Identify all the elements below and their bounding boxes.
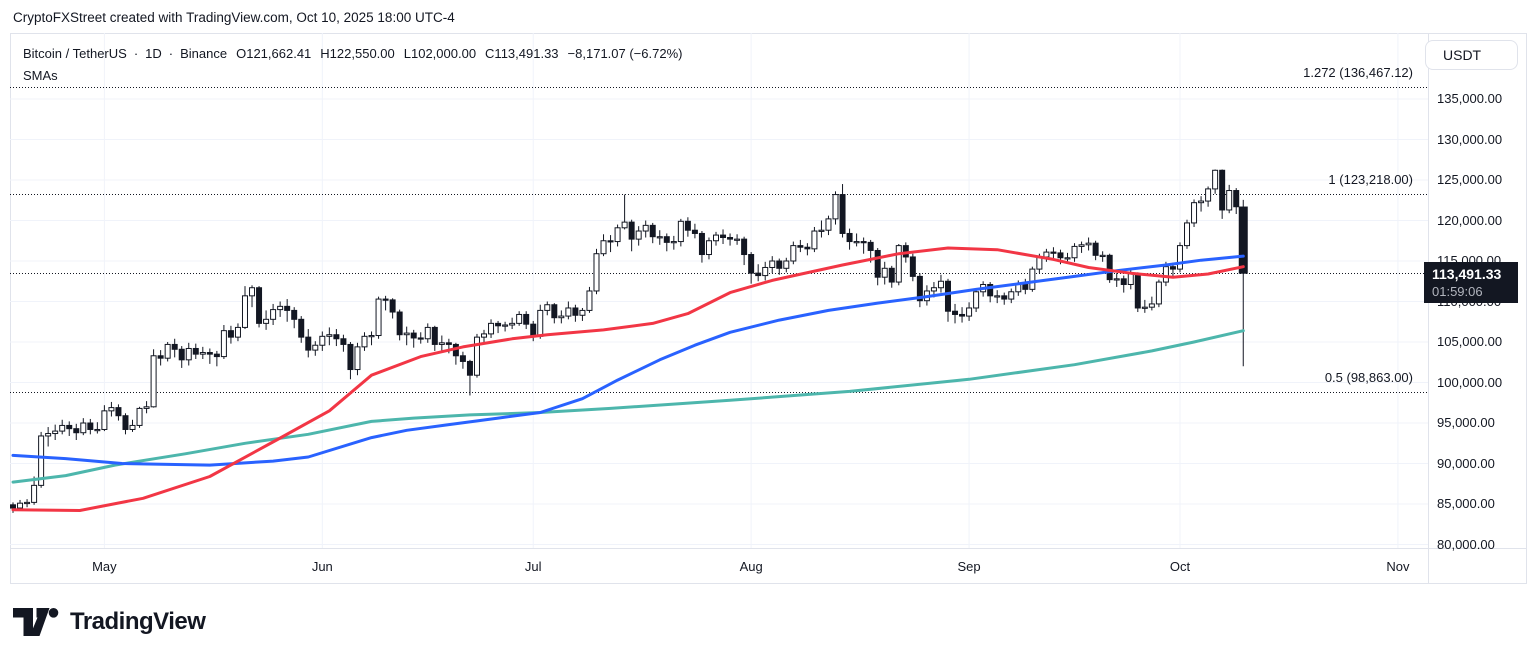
symbol-legend-row[interactable]: Bitcoin / TetherUS · 1D · Binance O121,6… <box>23 46 682 61</box>
time-axis-label-oct: Oct <box>1169 559 1191 574</box>
chart-widget-frame <box>10 33 1527 584</box>
time-axis-label-may: May <box>92 559 117 574</box>
price-axis-label: 105,000.00 <box>1437 334 1503 349</box>
price-axis-label: 125,000.00 <box>1437 172 1503 187</box>
current-price-badge: 113,491.33 01:59:06 <box>1424 262 1518 304</box>
time-axis-label-aug: Aug <box>739 559 763 574</box>
indicator-label: SMAs <box>23 68 58 83</box>
time-axis-label-sep: Sep <box>957 559 981 574</box>
change-value: −8,171.07 (−6.72%) <box>567 46 683 61</box>
candlestick-series <box>10 169 1248 513</box>
price-axis-label: 85,000.00 <box>1437 496 1495 511</box>
price-axis-label: 135,000.00 <box>1437 91 1503 106</box>
legend-separator: · <box>133 46 139 61</box>
sma-fast-line[interactable] <box>11 246 1245 512</box>
fib-level-label: 1 (123,218.00) <box>1328 172 1413 188</box>
time-axis-label-jun: Jun <box>311 559 333 574</box>
tradingview-logo[interactable]: TradingView <box>13 608 206 636</box>
fib-level-label: 1.272 (136,467.12) <box>1303 65 1413 81</box>
legend-separator: · <box>168 46 174 61</box>
time-axis-label-nov: Nov <box>1386 559 1410 574</box>
currency-usdt-button[interactable]: USDT <box>1425 40 1518 70</box>
price-axis-label: 120,000.00 <box>1437 212 1503 228</box>
symbol-title: Bitcoin / TetherUS <box>23 46 127 61</box>
tradingview-logo-text: TradingView <box>70 608 206 635</box>
tradingview-logo-icon <box>13 608 59 636</box>
open-value: O121,662.41 <box>236 46 312 61</box>
bar-countdown-timer: 01:59:06 <box>1432 284 1483 300</box>
exchange-label: Binance <box>180 46 228 61</box>
interval-label: 1D <box>145 46 162 61</box>
time-axis-label-jul: Jul <box>524 559 542 574</box>
current-price-value: 113,491.33 <box>1432 266 1502 283</box>
close-value: C113,491.33 <box>485 46 559 61</box>
chart-canvas[interactable] <box>10 33 1428 548</box>
fib-level-label: 0.5 (98,863.00) <box>1324 369 1413 385</box>
sma-mid-line[interactable] <box>11 254 1245 467</box>
high-value: H122,550.00 <box>320 46 395 61</box>
price-axis-label: 80,000.00 <box>1437 536 1495 552</box>
price-axis-label: 130,000.00 <box>1437 131 1503 147</box>
time-axis-separator <box>10 548 1527 549</box>
indicator-legend-row[interactable]: SMAs <box>23 68 58 83</box>
attribution-text: CryptoFXStreet created with TradingView.… <box>13 10 455 25</box>
price-axis-label: 95,000.00 <box>1437 415 1495 430</box>
currency-label: USDT <box>1443 47 1482 63</box>
price-axis-label: 90,000.00 <box>1437 455 1495 471</box>
price-axis-separator <box>1428 33 1429 584</box>
low-value: L102,000.00 <box>403 46 477 61</box>
price-axis-label: 100,000.00 <box>1437 374 1503 390</box>
fib-retracement-lines <box>10 87 1428 393</box>
